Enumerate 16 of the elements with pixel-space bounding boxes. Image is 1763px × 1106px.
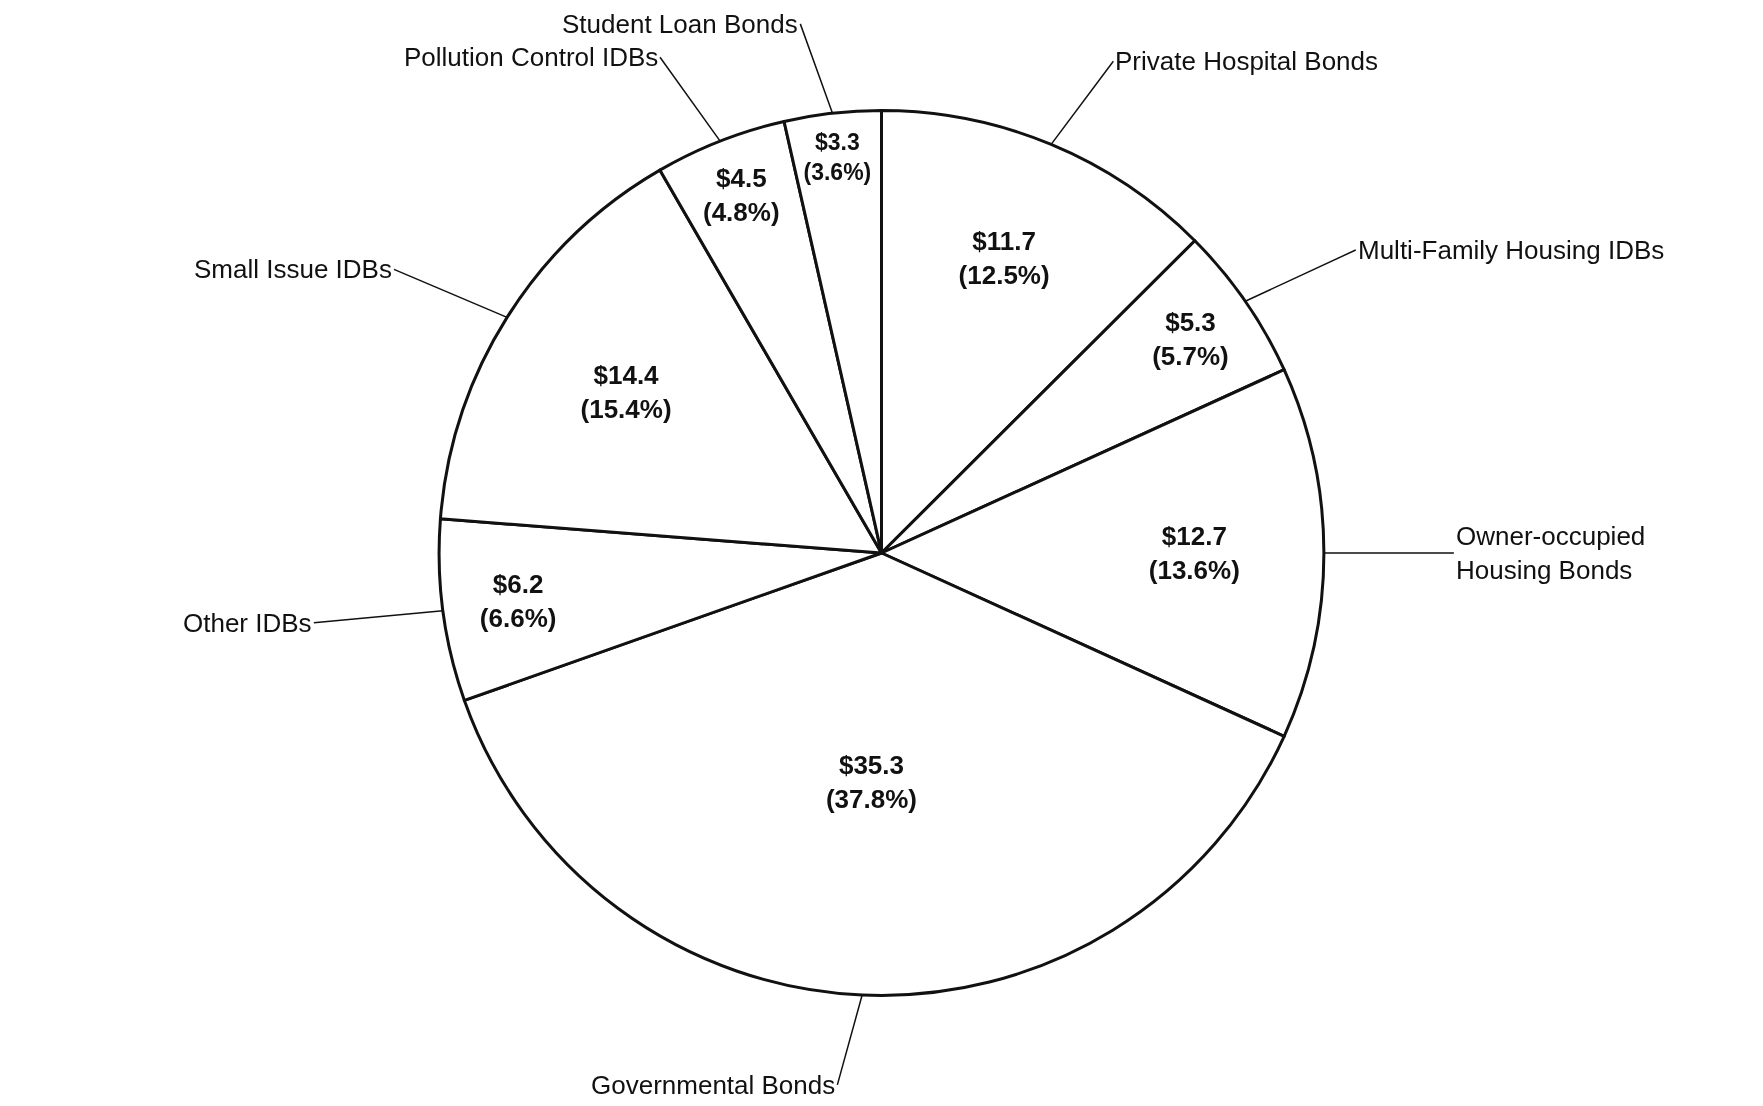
data-label: $5.3 (5.7%) [1152, 307, 1229, 372]
data-label: $35.3 (37.8%) [825, 750, 917, 815]
data-label: $3.3 (3.6%) [803, 129, 872, 186]
data-label: $4.5 (4.8%) [702, 163, 780, 227]
data-label: $11.7 (12.5%) [958, 225, 1050, 290]
slice-label: Owner-occupied Housing Bonds [1456, 521, 1646, 585]
data-label: $6.2 (6.6%) [479, 569, 557, 633]
data-label: $14.4 (15.4%) [580, 360, 672, 425]
slice-label: Multi-Family Housing IDBs [1358, 235, 1665, 265]
slice-label: Private Hospital Bonds [1115, 46, 1379, 76]
slice-label: Small Issue IDBs [194, 254, 392, 284]
slice-label: Student Loan Bonds [562, 9, 798, 39]
slice-label: Governmental Bonds [591, 1070, 836, 1100]
slice-label: Other IDBs [183, 608, 312, 638]
slice-label: Pollution Control IDBs [404, 42, 659, 72]
data-label: $12.7 (13.6%) [1148, 521, 1240, 585]
